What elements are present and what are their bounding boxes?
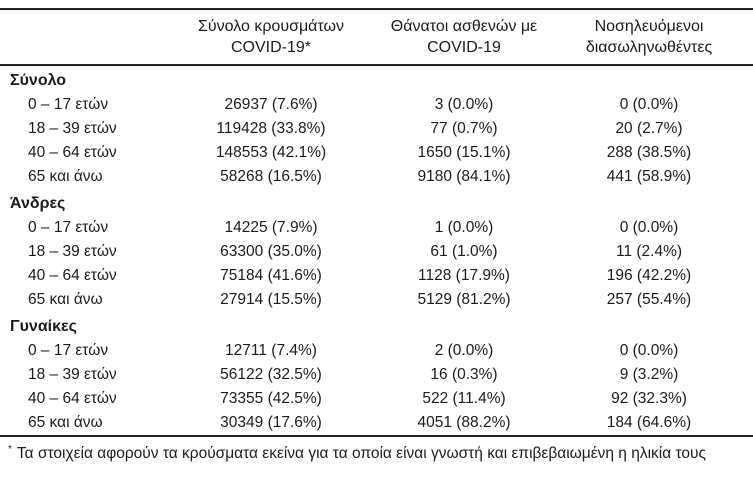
table-body: Σύνολο 0 – 17 ετών 26937 (7.6%) 3 (0.0%) 0 (… bbox=[0, 65, 753, 436]
deaths-cell: 16 (0.3%) bbox=[430, 366, 498, 383]
empty-cell bbox=[178, 189, 364, 216]
age-cell: 18 – 39 ετών bbox=[28, 120, 117, 137]
empty-cell bbox=[178, 65, 364, 93]
cases-cell: 73355 (42.5%) bbox=[220, 390, 322, 407]
cases-cell: 58268 (16.5%) bbox=[220, 168, 322, 185]
column-header-total-cases: Σύνολο κρουσμάτων COVID-19* bbox=[178, 10, 364, 66]
age-cell: 65 και άνω bbox=[28, 414, 103, 431]
table-header: Σύνολο κρουσμάτων COVID-19* Θάνατοι ασθε… bbox=[0, 10, 753, 66]
cases-cell: 148553 (42.1%) bbox=[215, 144, 327, 161]
deaths-cell: 522 (11.4%) bbox=[422, 390, 506, 407]
intubated-cell: 20 (2.7%) bbox=[615, 120, 683, 137]
deaths-cell: 1650 (15.1%) bbox=[417, 144, 511, 161]
deaths-cell: 4051 (88.2%) bbox=[417, 414, 511, 431]
table-row: 18 – 39 ετών 56122 (32.5%) 16 (0.3%) 9 (3.2… bbox=[0, 363, 753, 387]
column-header-deaths: Θάνατοι ασθενών με COVID-19 bbox=[364, 10, 564, 66]
intubated-cell: 92 (32.3%) bbox=[611, 390, 687, 407]
table-row: 18 – 39 ετών 63300 (35.0%) 61 (1.0%) 11 (2.… bbox=[0, 240, 753, 264]
section-label: Άνδρες bbox=[10, 195, 66, 212]
empty-cell bbox=[364, 189, 564, 216]
age-cell: 0 – 17 ετών bbox=[28, 219, 109, 236]
age-cell: 40 – 64 ετών bbox=[28, 267, 117, 284]
intubated-cell: 196 (42.2%) bbox=[606, 267, 692, 284]
deaths-cell: 77 (0.7%) bbox=[430, 120, 498, 137]
intubated-cell: 9 (3.2%) bbox=[619, 366, 679, 383]
table-row: 40 – 64 ετών 73355 (42.5%) 522 (11.4%) 92 (… bbox=[0, 387, 753, 411]
intubated-cell: 288 (38.5%) bbox=[606, 144, 692, 161]
table-row: 65 και άνω 58268 (16.5%) 9180 (84.1%) 441 (… bbox=[0, 165, 753, 189]
intubated-cell: 257 (55.4%) bbox=[606, 291, 692, 308]
table-row: 65 και άνω 30349 (17.6%) 4051 (88.2%) 184 (… bbox=[0, 411, 753, 436]
cases-cell: 12711 (7.4%) bbox=[225, 342, 317, 359]
empty-cell bbox=[364, 312, 564, 339]
header-row: Σύνολο κρουσμάτων COVID-19* Θάνατοι ασθε… bbox=[0, 10, 753, 66]
table-row: 18 – 39 ετών 119428 (33.8%) 77 (0.7%) 20 (2… bbox=[0, 117, 753, 141]
cases-cell: 27914 (15.5%) bbox=[220, 291, 322, 308]
empty-cell bbox=[564, 312, 753, 339]
column-header-line: διασωληνωθέντες bbox=[585, 39, 713, 56]
intubated-cell: 0 (0.0%) bbox=[619, 342, 679, 359]
cases-cell: 26937 (7.6%) bbox=[224, 96, 318, 113]
age-cell: 40 – 64 ετών bbox=[28, 390, 117, 407]
deaths-cell: 2 (0.0%) bbox=[434, 342, 494, 359]
column-header-line: Νοσηλευόμενοι bbox=[594, 18, 704, 35]
deaths-cell: 5129 (81.2%) bbox=[417, 291, 511, 308]
table-row: 0 – 17 ετών 14225 (7.9%) 1 (0.0%) 0 (0.0%) bbox=[0, 216, 753, 240]
cases-cell: 56122 (32.5%) bbox=[220, 366, 322, 383]
section-header-row: Γυναίκες bbox=[0, 312, 753, 339]
top-rule bbox=[0, 8, 753, 10]
empty-cell bbox=[178, 312, 364, 339]
column-header-line: Θάνατοι ασθενών με bbox=[390, 18, 538, 35]
intubated-cell: 441 (58.9%) bbox=[606, 168, 692, 185]
age-cell: 0 – 17 ετών bbox=[28, 96, 109, 113]
table-row: 65 και άνω 27914 (15.5%) 5129 (81.2%) 257 (… bbox=[0, 288, 753, 312]
age-cell: 18 – 39 ετών bbox=[28, 366, 117, 383]
covid-age-table: Σύνολο κρουσμάτων COVID-19* Θάνατοι ασθε… bbox=[0, 10, 753, 437]
deaths-cell: 1 (0.0%) bbox=[434, 219, 494, 236]
column-header-line: COVID-19 bbox=[427, 39, 501, 56]
deaths-cell: 9180 (84.1%) bbox=[417, 168, 511, 185]
age-cell: 65 και άνω bbox=[28, 168, 103, 185]
column-header-line: Σύνολο κρουσμάτων bbox=[197, 18, 344, 35]
age-cell: 40 – 64 ετών bbox=[28, 144, 117, 161]
table-row: 0 – 17 ετών 26937 (7.6%) 3 (0.0%) 0 (0.0%) bbox=[0, 93, 753, 117]
cases-cell: 75184 (41.6%) bbox=[220, 267, 322, 284]
intubated-cell: 0 (0.0%) bbox=[619, 96, 679, 113]
empty-header-cell bbox=[0, 10, 178, 66]
intubated-cell: 0 (0.0%) bbox=[619, 219, 679, 236]
age-cell: 0 – 17 ετών bbox=[28, 342, 109, 359]
empty-cell bbox=[564, 189, 753, 216]
table-row: 40 – 64 ετών 148553 (42.1%) 1650 (15.1%) 28… bbox=[0, 141, 753, 165]
cases-cell: 63300 (35.0%) bbox=[220, 243, 322, 260]
section-label: Σύνολο bbox=[10, 72, 67, 89]
section-header-row: Άνδρες bbox=[0, 189, 753, 216]
footnote: * Τα στοιχεία αφορούν τα κρούσματα εκείνα… bbox=[0, 437, 753, 464]
footnote-asterisk: * bbox=[8, 444, 12, 455]
table-row: 0 – 17 ετών 12711 (7.4%) 2 (0.0%) 0 (0.0%) bbox=[0, 339, 753, 363]
table-row: 40 – 64 ετών 75184 (41.6%) 1128 (17.9%) 196… bbox=[0, 264, 753, 288]
empty-cell bbox=[564, 65, 753, 93]
cases-cell: 30349 (17.6%) bbox=[220, 414, 322, 431]
age-cell: 65 και άνω bbox=[28, 291, 103, 308]
section-label: Γυναίκες bbox=[10, 318, 77, 335]
intubated-cell: 11 (2.4%) bbox=[615, 243, 683, 260]
intubated-cell: 184 (64.6%) bbox=[606, 414, 692, 431]
cases-cell: 119428 (33.8%) bbox=[216, 120, 326, 137]
empty-cell bbox=[364, 65, 564, 93]
cases-cell: 14225 (7.9%) bbox=[224, 219, 318, 236]
deaths-cell: 1128 (17.9%) bbox=[418, 267, 510, 284]
footnote-text: Τα στοιχεία αφορούν τα κρούσματα εκείνα … bbox=[16, 445, 706, 463]
age-cell: 18 – 39 ετών bbox=[28, 243, 117, 260]
column-header-intubated: Νοσηλευόμενοι διασωληνωθέντες bbox=[564, 10, 753, 66]
section-header-row: Σύνολο bbox=[0, 65, 753, 93]
deaths-cell: 3 (0.0%) bbox=[434, 96, 494, 113]
deaths-cell: 61 (1.0%) bbox=[430, 243, 498, 260]
column-header-line: COVID-19* bbox=[230, 39, 312, 56]
